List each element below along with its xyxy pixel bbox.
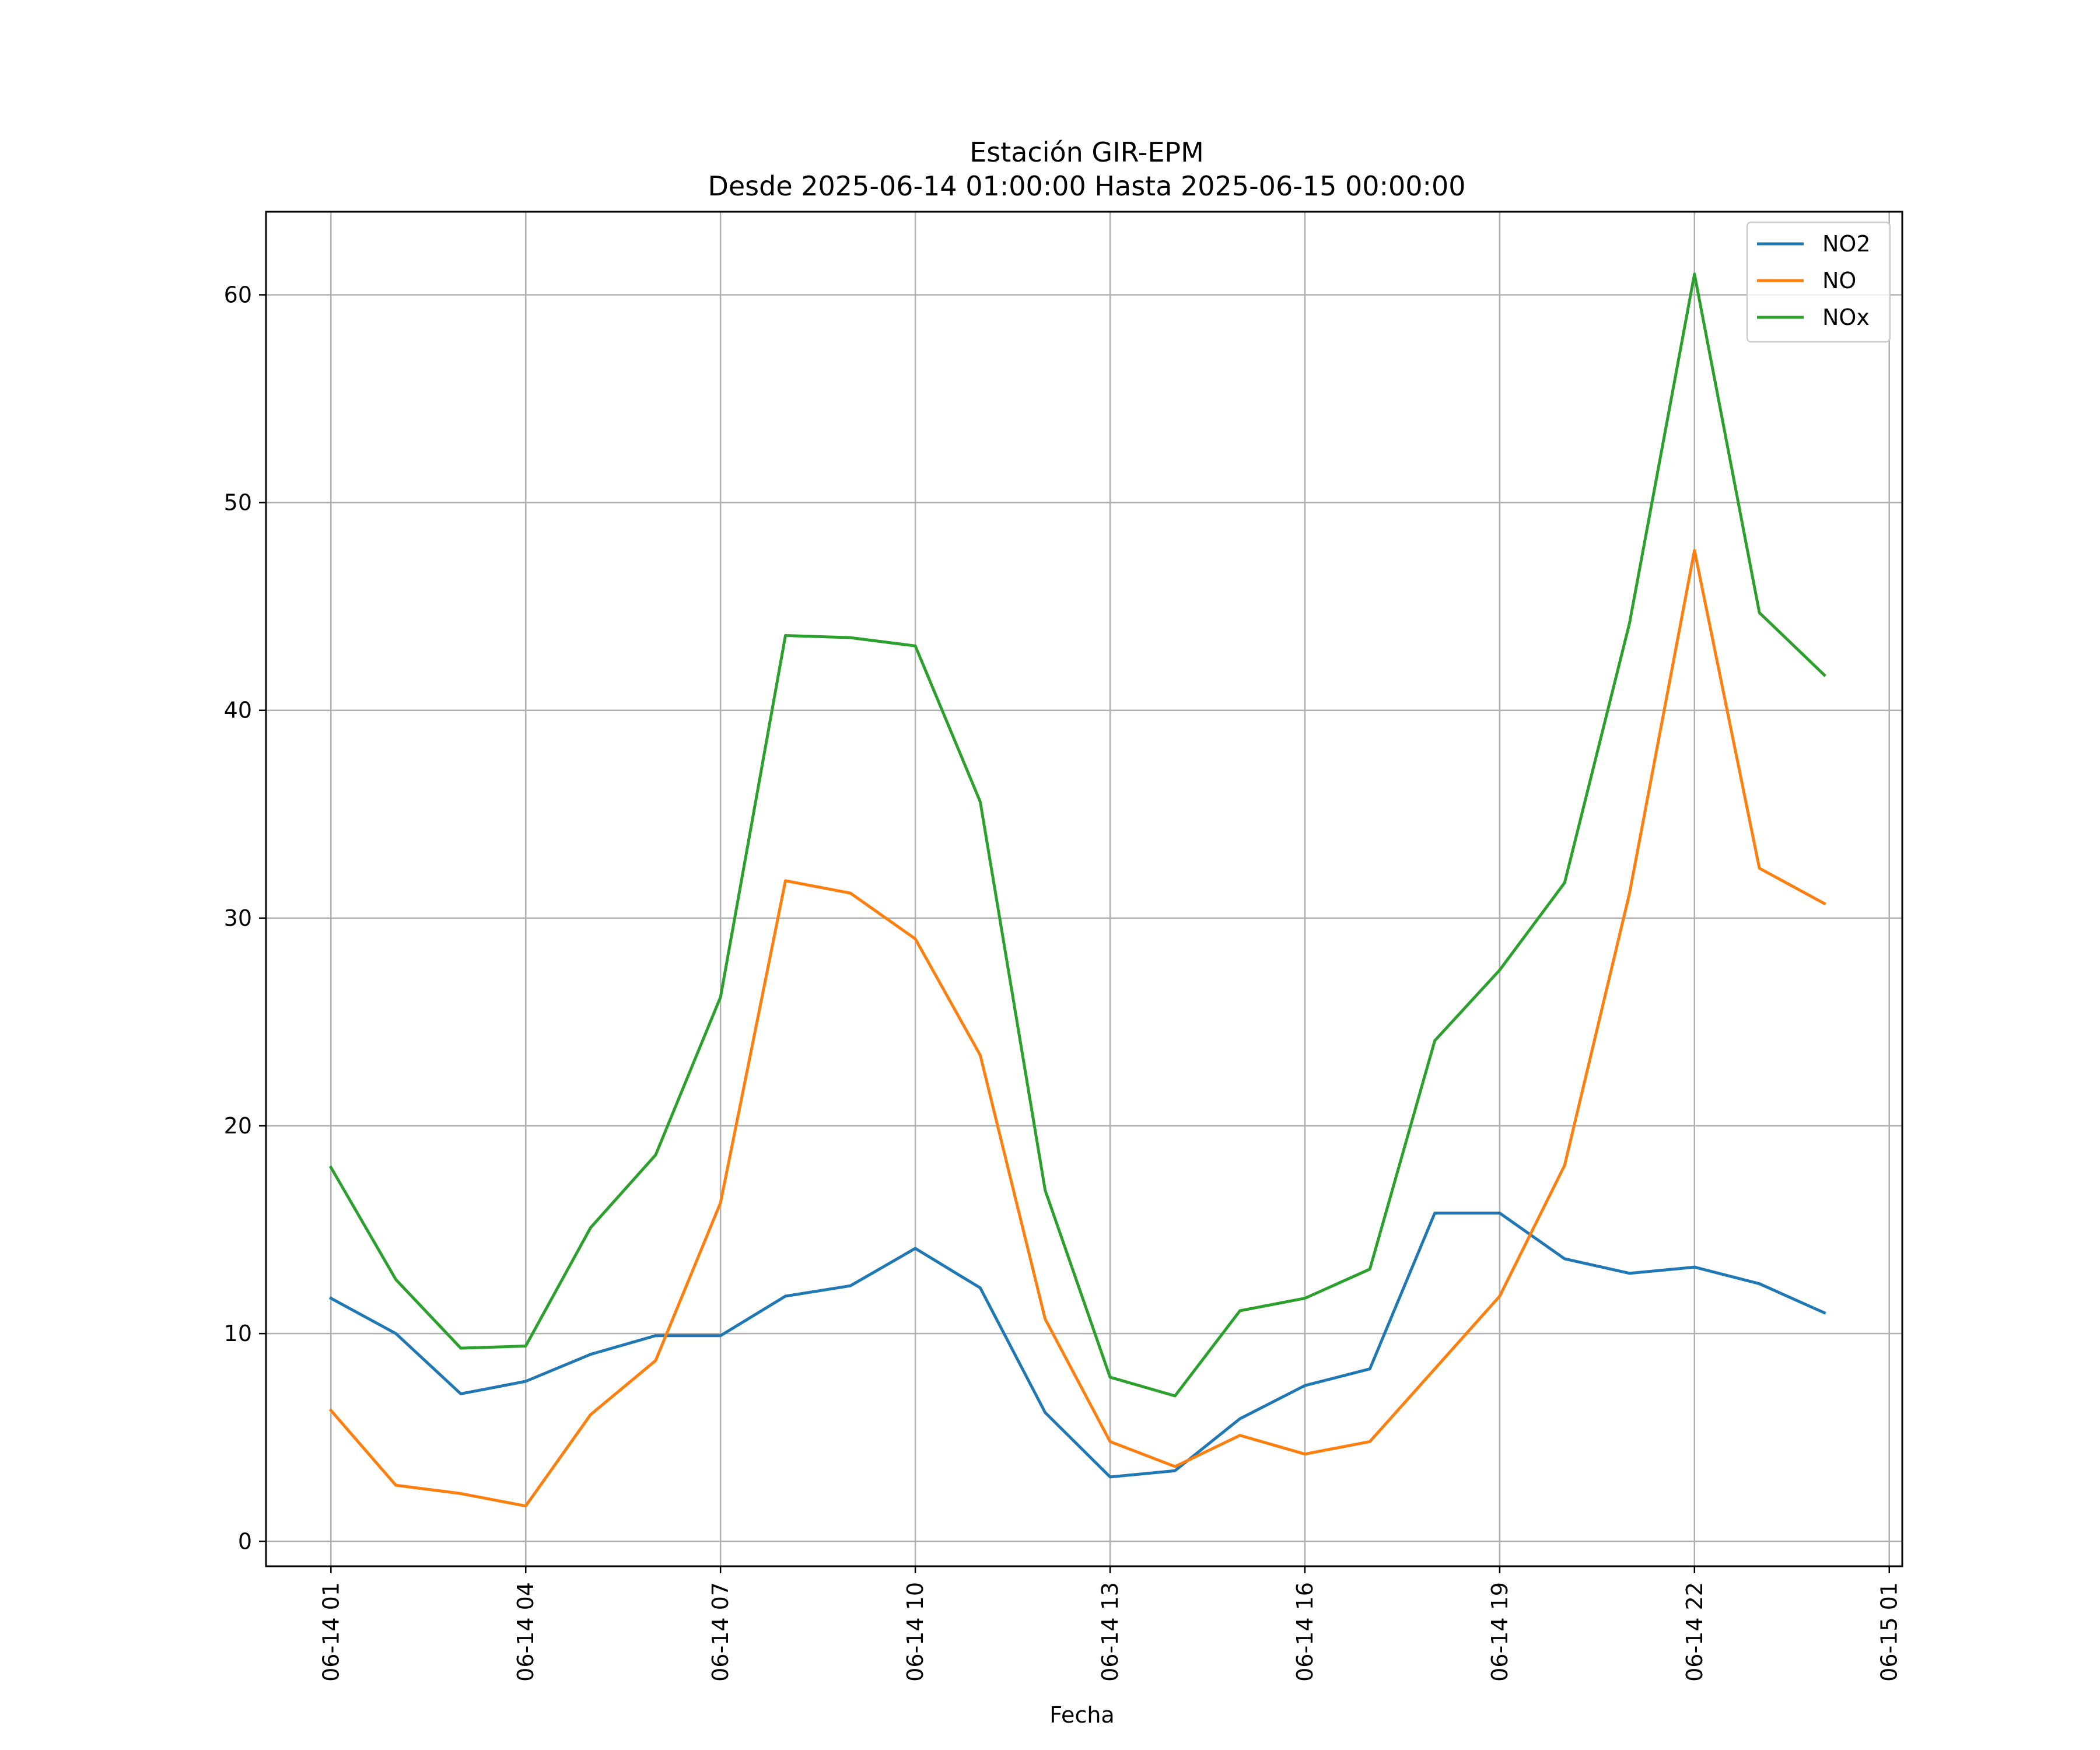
x-tick-label: 06-14 19 [1487,1582,1513,1682]
series-line-nox [328,272,1826,1398]
x-tick-label: 06-14 04 [513,1582,538,1682]
y-tick-label: 0 [238,1528,252,1554]
y-tick-label: 20 [224,1113,252,1139]
y-tick-label: 30 [224,905,252,931]
plot-frame [265,211,1903,1567]
x-tick-label: 06-14 01 [318,1582,344,1682]
y-tick-label: 60 [224,282,252,307]
legend: NO2 NO NOx [1746,221,1891,343]
grid-lines [266,212,1902,1566]
x-tick-label: 06-14 10 [902,1582,928,1682]
x-tick-label: 06-14 13 [1097,1582,1123,1682]
legend-label-nox: NOx [1822,304,1870,330]
x-axis: 06-14 01 06-14 04 06-14 07 06-14 10 06-14 13… [318,1566,1902,1682]
y-tick-label: 40 [224,698,252,723]
x-axis-label: Fecha [1049,1702,1114,1728]
y-tick-label: 10 [224,1321,252,1346]
y-tick-label: 50 [224,490,252,516]
y-axis: 0 10 20 30 40 50 60 [224,282,266,1554]
series-line-no [328,549,1826,1508]
series-line-no2 [328,1212,1826,1479]
x-tick-label: 06-15 01 [1877,1582,1902,1682]
series-lines [328,272,1826,1508]
x-tick-label: 06-14 16 [1292,1582,1318,1682]
x-tick-label: 06-14 22 [1682,1582,1707,1682]
chart-subtitle: Desde 2025-06-14 01:00:00 Hasta 2025-06-… [708,170,1465,202]
legend-label-no: NO [1822,268,1856,293]
chart-title: Estación GIR-EPM [970,136,1204,168]
legend-label-no2: NO2 [1822,231,1871,257]
x-tick-label: 06-14 07 [708,1582,733,1682]
legend-box [1746,221,1891,343]
